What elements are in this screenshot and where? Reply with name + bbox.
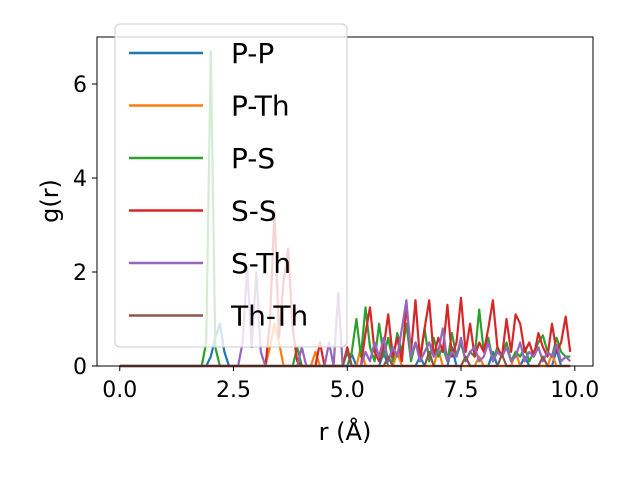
y-axis-ticks: 0 2 4 6 [73,73,97,380]
legend-label-p-s: P-S [231,142,275,175]
x-tick-label: 0.0 [102,378,137,403]
x-tick-label: 5.0 [330,378,365,403]
y-axis-label: g(r) [36,179,64,223]
legend-label-p-p: P-P [231,37,274,70]
x-tick-label: 10.0 [550,378,599,403]
y-tick-label: 0 [73,355,87,380]
legend-label-s-s: S-S [231,195,277,228]
legend-label-s-th: S-Th [231,247,291,280]
x-tick-label: 7.5 [444,378,479,403]
y-tick-label: 4 [73,167,87,192]
x-axis-label: r (Å) [319,417,372,446]
series-line-s-s [119,209,572,368]
legend: P-P P-Th P-S S-S S-Th Th-Th [114,23,348,348]
x-tick-label: 2.5 [216,378,251,403]
x-axis-ticks: 0.0 2.5 5.0 7.5 10.0 [102,366,599,403]
legend-label-p-th: P-Th [231,90,290,123]
y-tick-label: 2 [73,261,87,286]
series-line-p-th [119,322,571,368]
legend-label-th-th: Th-Th [230,300,308,333]
y-tick-label: 6 [73,73,87,98]
